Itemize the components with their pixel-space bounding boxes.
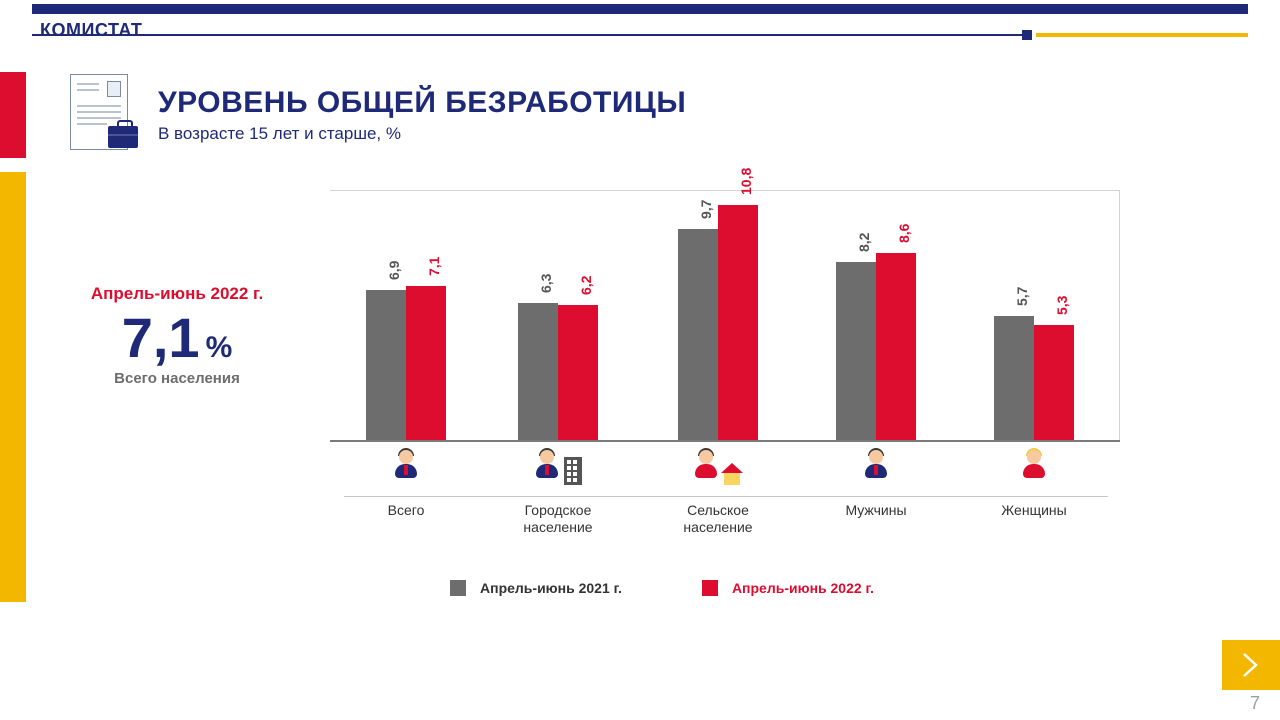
title-icon — [70, 74, 140, 160]
category-icon — [346, 448, 466, 485]
page-number: 7 — [1250, 693, 1260, 714]
legend-item-2021: Апрель-июнь 2021 г. — [450, 580, 622, 596]
bar-value-label: 6,2 — [578, 276, 594, 295]
chart-bars: 6,97,16,36,29,710,88,28,65,75,3 — [330, 190, 1120, 440]
bar-2022: 8,6 — [876, 253, 916, 440]
bar-value-label: 8,2 — [856, 232, 872, 251]
bar-2022: 6,2 — [558, 305, 598, 440]
chevron-right-icon — [1240, 650, 1262, 680]
legend-swatch-2021 — [450, 580, 466, 596]
summary-value-number: 7,1 — [122, 306, 200, 369]
bar-value-label: 5,7 — [1014, 287, 1030, 306]
header-rule-left — [32, 34, 1022, 36]
bar-2021: 6,3 — [518, 303, 558, 440]
category-icon — [498, 448, 618, 485]
bar-value-label: 8,6 — [896, 224, 912, 243]
bar-value-label: 5,3 — [1054, 295, 1070, 314]
bar-value-label: 7,1 — [426, 256, 442, 275]
category-icon — [658, 448, 778, 485]
bar-2021: 5,7 — [994, 316, 1034, 440]
bar-2021: 6,9 — [366, 290, 406, 440]
bar-2022: 5,3 — [1034, 325, 1074, 440]
category-icons-row — [330, 448, 1120, 494]
summary-period: Апрель-июнь 2022 г. — [52, 284, 302, 304]
brand-label: КОМИСТАТ — [40, 20, 142, 41]
category-icon — [974, 448, 1094, 485]
category-divider — [344, 496, 1108, 497]
header-bar-thick — [32, 4, 1248, 14]
summary-caption: Всего населения — [52, 370, 302, 387]
bar-value-label: 6,3 — [538, 274, 554, 293]
bar-2021: 8,2 — [836, 262, 876, 440]
bar-value-label: 10,8 — [738, 168, 754, 195]
category-label: Мужчины — [806, 502, 946, 519]
left-accent-red — [0, 72, 26, 158]
summary-percent-sign: % — [206, 331, 233, 364]
bar-2021: 9,7 — [678, 229, 718, 440]
category-label: Всего — [336, 502, 476, 519]
category-label: Городскоенаселение — [488, 502, 628, 536]
chart-legend: Апрель-июнь 2021 г. Апрель-июнь 2022 г. — [450, 580, 1010, 596]
category-label: Сельскоенаселение — [648, 502, 788, 536]
left-accent-yellow — [0, 172, 26, 602]
summary-value: 7,1% — [52, 310, 302, 366]
category-label: Женщины — [964, 502, 1104, 519]
header-rule-yellow — [1036, 33, 1248, 37]
bar-value-label: 9,7 — [698, 200, 714, 219]
legend-swatch-2022 — [702, 580, 718, 596]
legend-label-2022: Апрель-июнь 2022 г. — [732, 580, 874, 596]
bar-2022: 7,1 — [406, 286, 446, 440]
chart-baseline — [330, 440, 1120, 442]
page-subtitle: В возрасте 15 лет и старше, % — [158, 124, 686, 144]
legend-item-2022: Апрель-июнь 2022 г. — [702, 580, 874, 596]
bar-2022: 10,8 — [718, 205, 758, 440]
header-rule-square — [1022, 30, 1032, 40]
category-icon — [816, 448, 936, 485]
briefcase-icon — [108, 126, 138, 148]
legend-label-2021: Апрель-июнь 2021 г. — [480, 580, 622, 596]
title-block: УРОВЕНЬ ОБЩЕЙ БЕЗРАБОТИЦЫ В возрасте 15 … — [158, 86, 686, 144]
next-button[interactable] — [1222, 640, 1280, 690]
bar-value-label: 6,9 — [386, 261, 402, 280]
summary-block: Апрель-июнь 2022 г. 7,1% Всего населения — [52, 284, 302, 387]
page-title: УРОВЕНЬ ОБЩЕЙ БЕЗРАБОТИЦЫ — [158, 86, 686, 120]
